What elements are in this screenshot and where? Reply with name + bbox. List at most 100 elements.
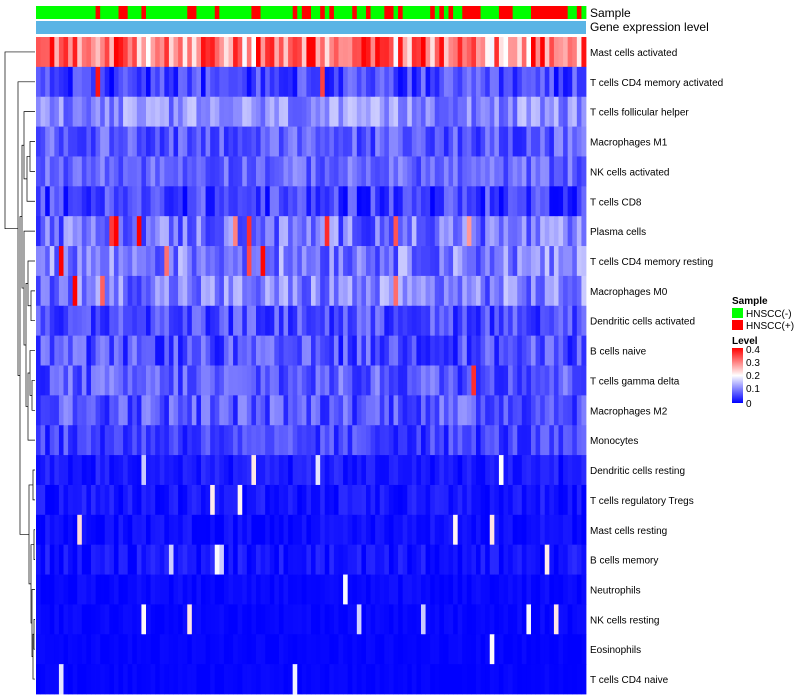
heatmap-cell [301, 544, 307, 575]
heatmap-cell [366, 484, 371, 516]
heatmap-cell [274, 484, 280, 516]
heatmap-cell [531, 126, 536, 157]
heatmap-cell [476, 126, 481, 157]
heatmap-cell [58, 395, 64, 426]
heatmap-cell [549, 395, 555, 426]
heatmap-cell [146, 574, 151, 605]
heatmap-cell [521, 395, 527, 426]
heatmap-cell [141, 156, 147, 187]
heatmap-cell [95, 425, 101, 456]
heatmap-cell [549, 514, 555, 546]
heatmap-cell [72, 246, 78, 277]
heatmap-cell [443, 156, 449, 187]
heatmap-cell [311, 96, 316, 127]
heatmap-cell [283, 186, 289, 217]
row-label: Plasma cells [590, 227, 646, 238]
heatmap-cell [439, 126, 445, 157]
heatmap-cell [100, 186, 106, 217]
heatmap-cell [379, 216, 385, 247]
heatmap-cell [260, 365, 266, 396]
heatmap-cell [123, 96, 129, 127]
heatmap-cell [91, 246, 96, 277]
heatmap-cell [338, 544, 344, 575]
heatmap-cell [219, 126, 225, 157]
heatmap-cell [553, 365, 559, 396]
heatmap-cell [54, 574, 60, 605]
heatmap-cell [498, 335, 504, 366]
heatmap-cell [40, 275, 46, 307]
heatmap-cell [182, 246, 188, 277]
heatmap-cell [411, 96, 417, 127]
heatmap-cell [512, 395, 518, 426]
sample-track-cell [132, 6, 138, 19]
heatmap-cell [379, 186, 385, 217]
heatmap-cell [237, 574, 243, 605]
heatmap-cell [256, 514, 261, 546]
heatmap-cell [182, 305, 188, 337]
heatmap-cell [521, 484, 527, 516]
heatmap-cell [526, 37, 532, 68]
heatmap-cell [72, 305, 78, 337]
heatmap-cell [260, 425, 266, 456]
heatmap-cell [508, 664, 514, 695]
heatmap-cell [443, 37, 449, 68]
heatmap-cell [448, 246, 454, 277]
heatmap-cell [228, 186, 234, 217]
heatmap-cell [489, 455, 495, 486]
heatmap-cell [274, 664, 280, 695]
heatmap-cell [168, 514, 174, 546]
sample-track-cell [205, 6, 211, 19]
heatmap-cell [443, 126, 449, 157]
heatmap-cell [558, 455, 564, 486]
heatmap-cell [343, 275, 349, 307]
heatmap-cell [531, 335, 536, 366]
heatmap-cell [77, 455, 83, 486]
heatmap-cell [237, 246, 243, 277]
heatmap-cell [201, 365, 206, 396]
heatmap-cell [58, 544, 64, 575]
heatmap-cell [439, 455, 445, 486]
heatmap-cell [343, 514, 349, 546]
heatmap-cell [434, 335, 440, 366]
heatmap-cell [315, 634, 321, 665]
heatmap-cell [118, 305, 124, 337]
heatmap-cell [173, 186, 179, 217]
heatmap-cell [150, 96, 156, 127]
sample-track-cell [494, 6, 500, 19]
heatmap-cell [512, 126, 518, 157]
heatmap-cell [182, 156, 188, 187]
heatmap-cell [430, 425, 436, 456]
heatmap-cell [576, 544, 582, 575]
sample-track-cell [292, 6, 298, 19]
heatmap-cell [246, 425, 252, 456]
heatmap-cell [489, 365, 495, 396]
heatmap-cell [228, 246, 234, 277]
heatmap-cell [347, 305, 353, 337]
heatmap-cell [402, 395, 408, 426]
heatmap-cell [91, 664, 96, 695]
heatmap-cell [104, 455, 110, 486]
heatmap-cell [164, 126, 170, 157]
heatmap-cell [173, 634, 179, 665]
heatmap-cell [36, 455, 41, 486]
heatmap-cell [526, 66, 532, 98]
heatmap-cell [155, 216, 161, 247]
heatmap-cell [256, 455, 261, 486]
heatmap-cell [425, 574, 431, 605]
heatmap-cell [421, 574, 426, 605]
heatmap-cell [567, 395, 573, 426]
heatmap-cell [526, 156, 532, 187]
heatmap-cell [581, 634, 587, 665]
heatmap-cell [242, 514, 248, 546]
heatmap-cell [36, 37, 41, 68]
dendrogram-branch [17, 81, 35, 376]
heatmap-cell [283, 664, 289, 695]
heatmap-cell [86, 335, 92, 366]
sample-track-cell [123, 6, 129, 19]
heatmap-cell [407, 604, 413, 635]
heatmap-cell [49, 395, 55, 426]
heatmap-cell [434, 37, 440, 68]
heatmap-cell [132, 574, 138, 605]
heatmap-cell [201, 664, 206, 695]
heatmap-cell [210, 275, 216, 307]
